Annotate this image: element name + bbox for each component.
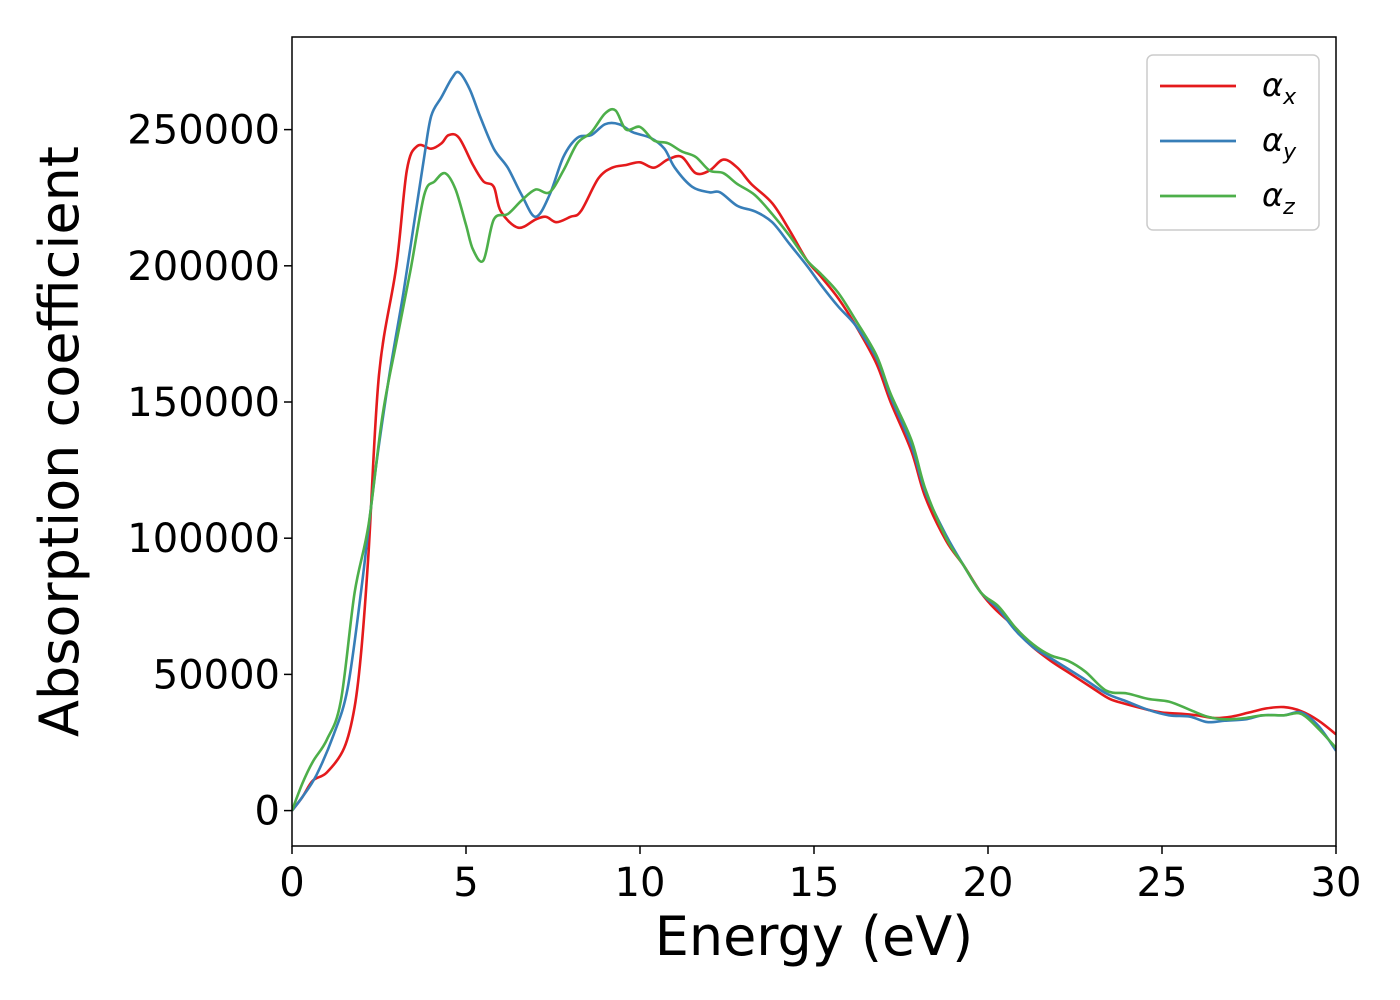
x-tick-label: 25: [1137, 860, 1188, 906]
x-tick-label: 5: [453, 860, 478, 906]
y-tick-label: 0: [255, 789, 280, 835]
legend-label-z: αz: [1262, 176, 1295, 220]
y-tick-label: 250000: [127, 108, 280, 154]
legend-label-y: αy: [1262, 121, 1297, 165]
legend-label-x: αx: [1262, 66, 1297, 110]
series-line-z: [292, 107, 1336, 812]
y-tick-label: 100000: [127, 516, 280, 562]
series-line-x: [292, 132, 1336, 812]
x-tick-label: 15: [789, 860, 840, 906]
y-tick-label: 200000: [127, 244, 280, 290]
x-tick-label: 10: [615, 860, 666, 906]
series-line-y: [292, 70, 1336, 812]
x-tick-label: 0: [279, 860, 304, 906]
y-axis-title: Absorption coefficient: [28, 146, 91, 737]
series-layer: [292, 70, 1336, 812]
y-axis: 0 50000 100000 150000 200000 250000: [127, 108, 292, 835]
x-tick-label: 30: [1311, 860, 1362, 906]
x-axis: 0 5 10 15 20 25 30: [279, 846, 1361, 906]
y-tick-label: 50000: [153, 652, 280, 698]
x-axis-title: Energy (eV): [655, 905, 974, 968]
legend: αx αy αz: [1146, 54, 1320, 231]
y-tick-label: 150000: [127, 380, 280, 426]
x-tick-label: 20: [963, 860, 1014, 906]
legend-box: [1146, 54, 1320, 231]
